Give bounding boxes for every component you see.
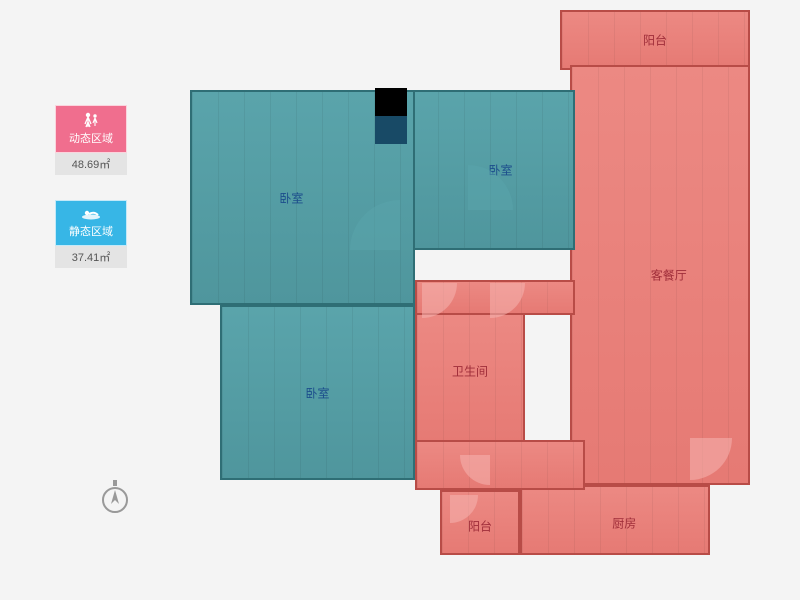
room-label-balcony-bot: 阳台 — [468, 517, 492, 534]
room-bedroom-3: 卧室 — [220, 305, 415, 480]
room-bedroom-2: 卧室 — [410, 90, 575, 250]
room-hall-below — [415, 440, 585, 490]
room-living: 客餐厅 — [570, 65, 750, 485]
legend-dynamic-badge: 动态区域 — [55, 105, 127, 153]
zone-legend: 动态区域 48.69㎡ 静态区域 37.41㎡ — [55, 105, 127, 293]
room-kitchen: 厨房 — [520, 485, 710, 555]
legend-static-label: 静态区域 — [69, 226, 113, 238]
legend-dynamic-label: 动态区域 — [69, 133, 113, 145]
sleep-icon — [80, 207, 102, 221]
legend-dynamic: 动态区域 48.69㎡ — [55, 105, 127, 175]
legend-dynamic-value: 48.69㎡ — [55, 153, 127, 175]
room-balcony-top: 阳台 — [560, 10, 750, 70]
legend-static-badge: 静态区域 — [55, 200, 127, 246]
room-bathroom: 卫生间 — [415, 310, 525, 445]
marker-black — [375, 88, 407, 116]
room-label-bathroom: 卫生间 — [452, 362, 488, 379]
compass-icon — [100, 480, 130, 521]
room-label-balcony-top: 阳台 — [643, 32, 667, 49]
room-label-living: 客餐厅 — [651, 267, 687, 284]
floor-plan: 阳台客餐厅卧室卧室卧室卫生间厨房阳台 — [190, 10, 750, 570]
legend-static-value: 37.41㎡ — [55, 246, 127, 268]
room-label-kitchen: 厨房 — [612, 515, 636, 532]
room-label-bedroom-3: 卧室 — [305, 384, 329, 401]
room-label-bedroom-1: 卧室 — [279, 189, 303, 206]
legend-static: 静态区域 37.41㎡ — [55, 200, 127, 268]
people-icon — [80, 112, 102, 128]
marker-darkblue — [375, 116, 407, 144]
